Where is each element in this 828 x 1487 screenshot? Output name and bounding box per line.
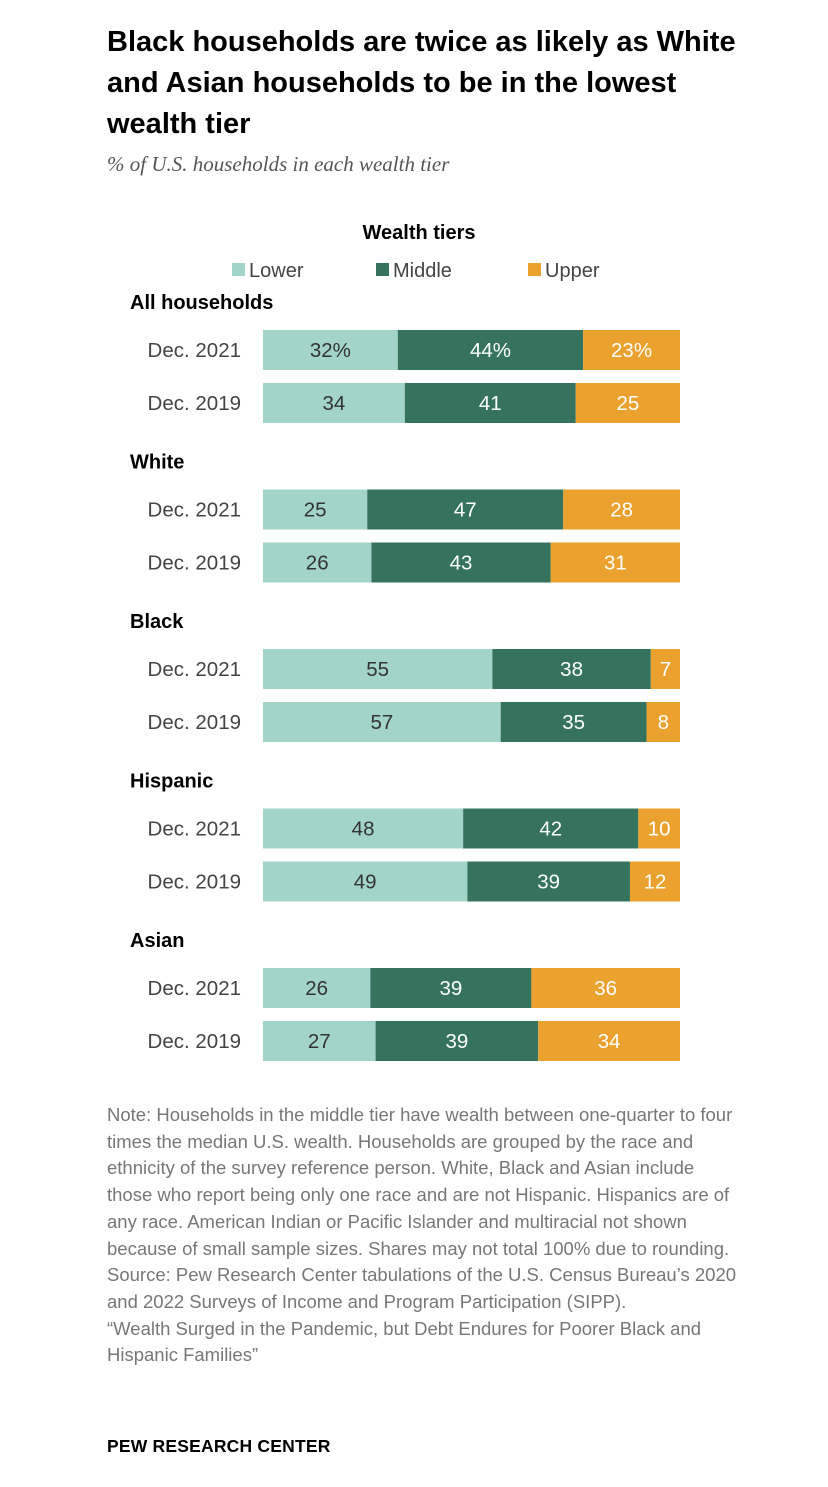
row-label: Dec. 2021 xyxy=(148,339,241,362)
bar-segment xyxy=(583,330,680,370)
legend-title: Wealth tiers xyxy=(363,222,476,244)
bar-value-label: 10 xyxy=(648,818,671,841)
legend-label: Middle xyxy=(393,260,452,282)
bar-value-label: 25 xyxy=(304,499,327,522)
row-label: Dec. 2019 xyxy=(148,871,241,894)
stacked-bar-chart: Wealth tiers Lower Middle Upper All househol… xyxy=(130,222,680,1061)
legend-label: Lower xyxy=(249,260,304,282)
bar-segment xyxy=(367,489,564,530)
legend-label: Upper xyxy=(545,260,600,282)
bar-value-label: 48 xyxy=(352,818,375,841)
bar-value-label: 8 xyxy=(658,711,669,734)
legend-key-upper xyxy=(528,263,541,276)
legend-key-lower xyxy=(232,263,245,276)
bar-value-label: 26 xyxy=(306,552,329,575)
bar-value-label: 47 xyxy=(454,499,477,522)
bar-segment xyxy=(646,702,680,742)
group-label: Asian xyxy=(130,930,184,952)
group-label: Hispanic xyxy=(130,771,213,793)
bar-segment xyxy=(263,1021,376,1061)
bar-segment xyxy=(263,861,468,902)
bar-segment xyxy=(638,808,680,849)
bar-segment xyxy=(375,1021,539,1061)
bar-value-label: 32% xyxy=(310,339,351,362)
bar-value-label: 55 xyxy=(366,658,389,681)
source-text: Source: Pew Research Center tabulations … xyxy=(107,1264,737,1312)
bar-segment xyxy=(500,702,647,742)
bar-value-label: 26 xyxy=(305,977,328,1000)
bar-value-label: 25 xyxy=(616,392,639,415)
row-label: Dec. 2019 xyxy=(148,392,241,415)
bar-segment xyxy=(263,808,464,849)
bar-segment xyxy=(492,649,651,689)
brand-footer: PEW RESEARCH CENTER xyxy=(107,1436,331,1456)
bar-segment xyxy=(263,489,368,530)
bar-segment xyxy=(263,542,372,583)
row-label: Dec. 2021 xyxy=(148,818,241,841)
bar-segment xyxy=(397,330,584,370)
bar-segment xyxy=(263,702,501,742)
bar-segment xyxy=(629,861,680,902)
row-label: Dec. 2019 xyxy=(148,552,241,575)
bar-segment xyxy=(531,968,680,1008)
bar-segment xyxy=(371,542,551,583)
bar-value-label: 27 xyxy=(308,1030,331,1053)
bar-segment xyxy=(263,649,493,689)
bar-value-label: 12 xyxy=(644,871,667,894)
bar-value-label: 34 xyxy=(598,1030,621,1053)
bar-segment xyxy=(563,489,680,530)
bar-segment xyxy=(550,542,680,583)
bar-segment xyxy=(650,649,680,689)
row-label: Dec. 2021 xyxy=(148,658,241,681)
chart-title: Black households are twice as likely as … xyxy=(107,26,736,140)
bar-value-label: 35 xyxy=(562,711,585,734)
bar-segment xyxy=(263,968,371,1008)
bar-value-label: 44% xyxy=(470,339,511,362)
row-label: Dec. 2021 xyxy=(148,977,241,1000)
bar-value-label: 49 xyxy=(354,871,377,894)
bar-value-label: 23% xyxy=(611,339,652,362)
group-label: All households xyxy=(130,292,273,314)
row-label: Dec. 2019 xyxy=(148,1030,241,1053)
row-label: Dec. 2021 xyxy=(148,499,241,522)
bar-value-label: 39 xyxy=(445,1030,468,1053)
bar-value-label: 7 xyxy=(660,658,671,681)
bar-segment xyxy=(263,383,405,423)
bar-value-label: 57 xyxy=(370,711,393,734)
legend-key-middle xyxy=(376,263,389,276)
bar-segment xyxy=(404,383,576,423)
bar-segment xyxy=(538,1021,680,1061)
bar-value-label: 28 xyxy=(610,499,633,522)
group-label: Black xyxy=(130,611,184,633)
group-label: White xyxy=(130,452,184,474)
bar-value-label: 39 xyxy=(537,871,560,894)
bar-segment xyxy=(370,968,532,1008)
bar-value-label: 34 xyxy=(322,392,345,415)
bar-value-label: 43 xyxy=(450,552,473,575)
chart-subtitle: % of U.S. households in each wealth tier xyxy=(107,152,450,176)
bar-segment xyxy=(467,861,630,902)
report-title-text: “Wealth Surged in the Pandemic, but Debt… xyxy=(107,1317,702,1366)
bar-value-label: 31 xyxy=(604,552,627,575)
bar-value-label: 38 xyxy=(560,658,583,681)
bar-value-label: 42 xyxy=(539,818,562,841)
note-text: Note: Households in the middle tier have… xyxy=(107,1104,733,1259)
bar-segment xyxy=(575,383,680,423)
bar-segment xyxy=(263,330,398,370)
bar-value-label: 41 xyxy=(479,392,502,415)
row-label: Dec. 2019 xyxy=(148,711,241,734)
bar-value-label: 39 xyxy=(439,977,462,1000)
bar-value-label: 36 xyxy=(594,977,617,1000)
chart-notes: Note: Households in the middle tier have… xyxy=(107,1102,737,1369)
bar-segment xyxy=(463,808,639,849)
